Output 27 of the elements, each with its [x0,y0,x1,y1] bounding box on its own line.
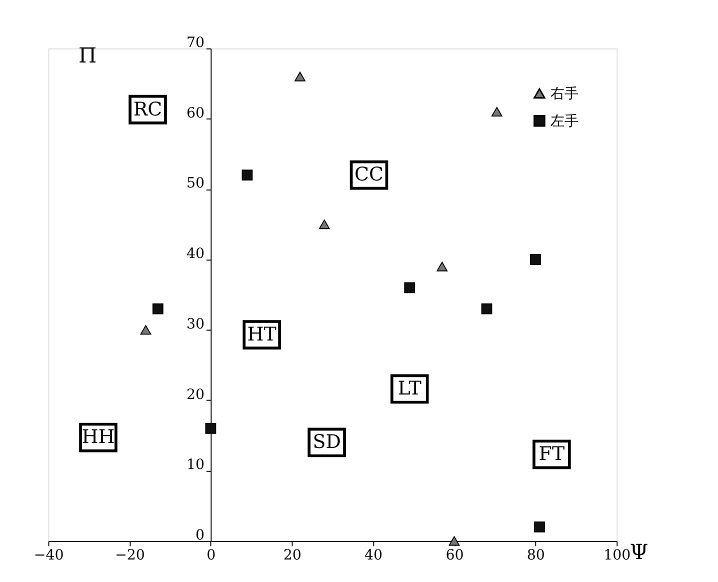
y-tick-label: 10 [186,457,205,474]
x-tick-label: 40 [364,547,383,564]
y-tick-label: 60 [186,105,205,122]
annotation: SD [312,431,341,454]
x-tick-label: 20 [283,547,302,564]
legend-label: 右手 [550,86,578,102]
annotation: LT [398,378,422,400]
y-tick-label: 20 [186,386,205,403]
y-tick-label: 70 [186,34,205,51]
x-tick-label: 0 [206,547,216,564]
y-tick-label: 30 [186,316,205,332]
annotation: HT [247,323,277,346]
legend-label: 左手 [550,114,578,130]
annotation: HH [82,426,115,448]
x-tick-label: 60 [446,547,464,564]
x-tick-label: 100 [604,547,631,564]
annotation: FT [538,443,565,466]
annotation: RC [133,98,162,120]
x-tick-label: −20 [114,547,145,564]
annotation: CC [354,164,384,186]
x-axis-title: Ψ [630,540,648,564]
y-tick-label: 50 [186,176,205,192]
y-tick-label: 0 [196,528,205,544]
y-axis-title: Π [78,44,97,68]
x-tick-label: −40 [34,547,64,564]
y-tick-label: 40 [186,246,205,262]
x-tick-label: 80 [526,547,545,564]
